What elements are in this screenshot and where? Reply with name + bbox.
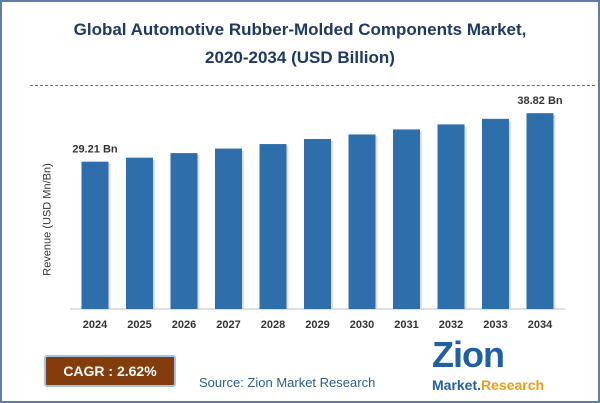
x-tick-label: 2032	[439, 319, 463, 331]
bar-2033	[482, 118, 509, 309]
logo-sub-market: Market.	[432, 377, 482, 393]
bar-2030	[348, 134, 376, 309]
logo-subtext: Market.Research	[432, 377, 544, 393]
bar-2029	[304, 139, 331, 309]
x-tick-label: 2028	[261, 319, 285, 331]
bar-2024	[81, 161, 109, 309]
bar-2028	[259, 144, 287, 309]
bar-2031	[393, 129, 420, 309]
x-tick-label: 2025	[127, 319, 151, 331]
divider	[30, 85, 595, 86]
x-tick-label: 2029	[305, 319, 329, 331]
x-tick-label: 2033	[483, 319, 507, 331]
chart-title: Global Automotive Rubber-Molded Componen…	[73, 20, 527, 39]
y-axis-label: Revenue (USD Mn/Bn)	[41, 163, 54, 276]
chart-subtitle: 2020-2034 (USD Billion)	[205, 48, 395, 67]
x-tick-label: 2026	[172, 319, 196, 331]
x-tick-label: 2034	[528, 319, 553, 331]
bar-2027	[215, 148, 242, 309]
zion-logo: Zion Market.Research	[410, 336, 570, 398]
bar-2026	[170, 153, 198, 309]
x-tick-label: 2030	[350, 319, 374, 331]
x-tick-label: 2031	[394, 319, 418, 331]
x-tick-label: 2027	[216, 319, 240, 331]
bar-2025	[126, 157, 153, 309]
data-label: 29.21 Bn	[72, 144, 118, 156]
source-text: Source: Zion Market Research	[199, 375, 376, 390]
logo-text: Zion	[432, 334, 505, 375]
data-label: 38.82 Bn	[517, 95, 563, 107]
bar-2034	[526, 113, 554, 309]
cagr-badge: CAGR : 2.62%	[44, 355, 176, 387]
x-tick-label: 2024	[83, 319, 108, 331]
bar-2032	[437, 124, 465, 309]
logo-sub-research: Research	[481, 377, 545, 393]
